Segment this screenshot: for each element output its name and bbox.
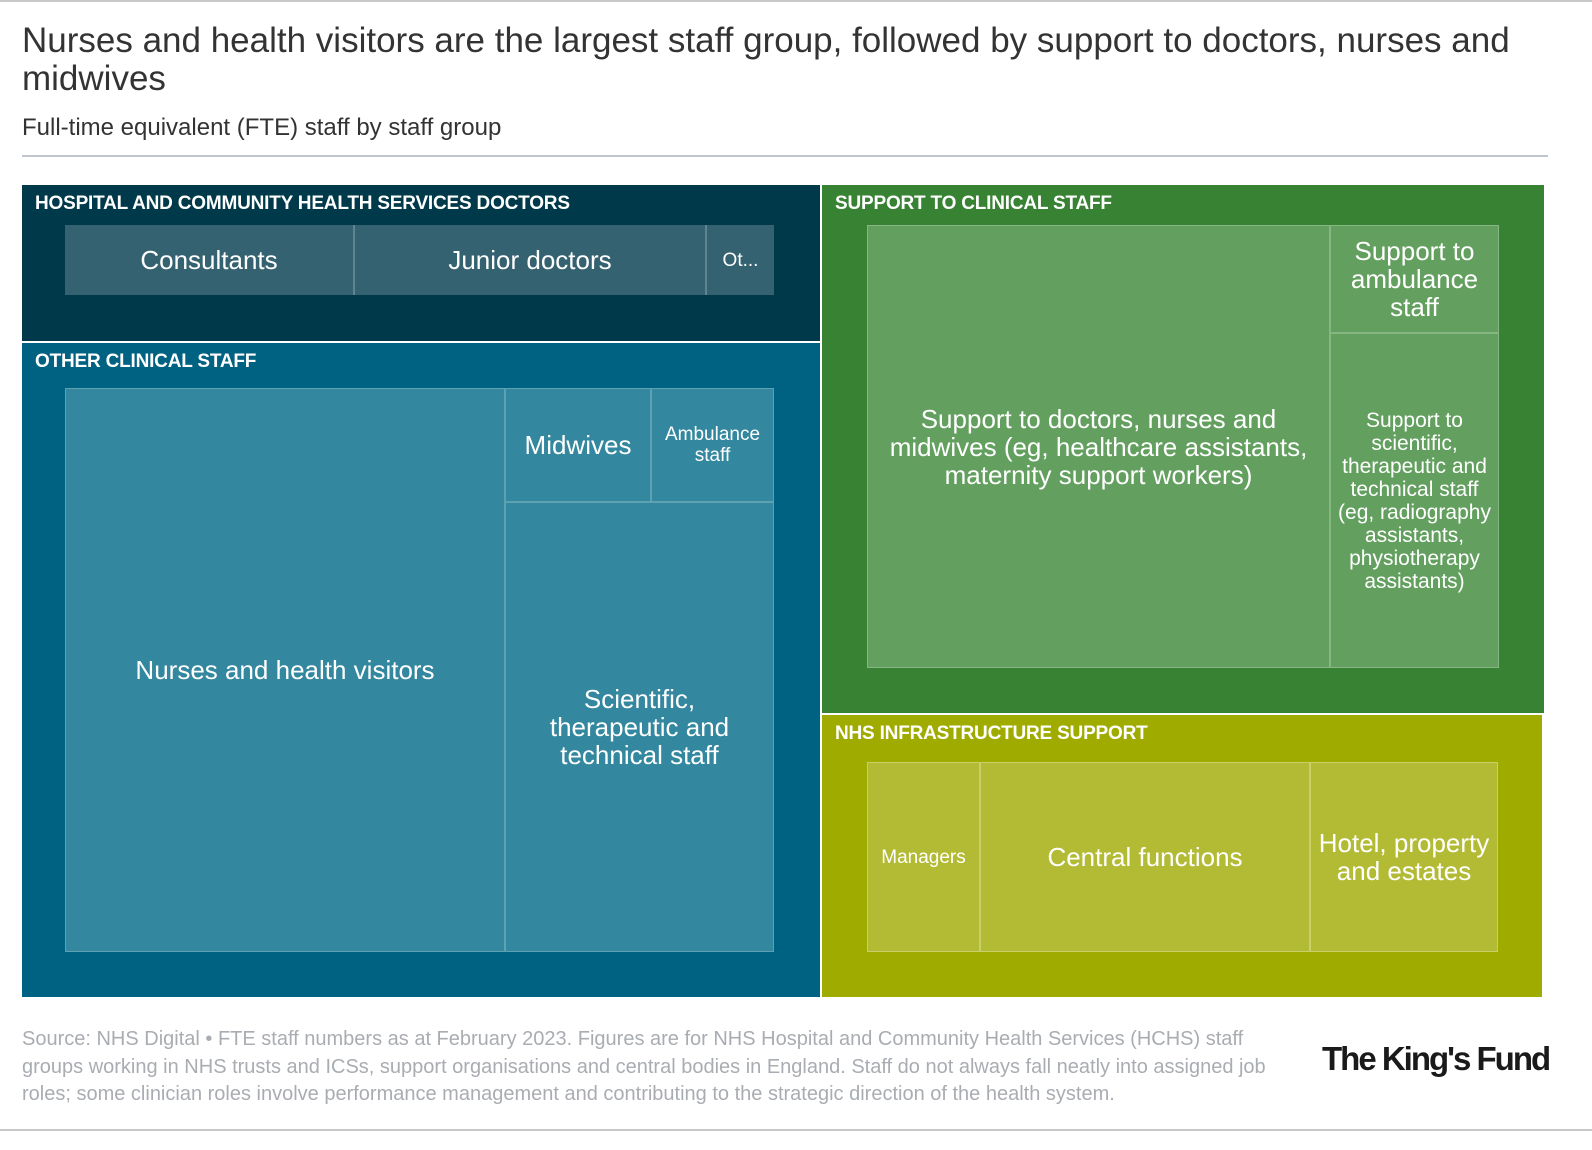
tile-support-doctors-nurses[interactable]: Support to doctors, nurses and midwives … (867, 225, 1330, 668)
tile-midwives[interactable]: Midwives (505, 388, 651, 502)
tile-scientific-staff[interactable]: Scientific, therapeutic and technical st… (505, 502, 774, 952)
group-label: NHS INFRASTRUCTURE SUPPORT (835, 723, 1148, 744)
tile-consultants[interactable]: Consultants (65, 225, 355, 295)
chart-subtitle: Full-time equivalent (FTE) staff by staf… (22, 114, 502, 141)
group-infrastructure: NHS INFRASTRUCTURE SUPPORT Managers Cent… (822, 715, 1542, 997)
group-support-clinical: SUPPORT TO CLINICAL STAFF Support to doc… (822, 185, 1544, 713)
group-label: HOSPITAL AND COMMUNITY HEALTH SERVICES D… (35, 193, 570, 214)
tile-support-scientific[interactable]: Support to scientific, therapeutic and t… (1330, 333, 1499, 668)
bottom-border (0, 1129, 1592, 1131)
tile-managers[interactable]: Managers (867, 762, 980, 952)
group-label: OTHER CLINICAL STAFF (35, 351, 257, 372)
group-label: SUPPORT TO CLINICAL STAFF (835, 193, 1112, 214)
tile-nurses[interactable]: Nurses and health visitors (65, 388, 505, 952)
tile-junior-doctors[interactable]: Junior doctors (355, 225, 707, 295)
divider (22, 155, 1548, 157)
source-note: Source: NHS Digital • FTE staff numbers … (22, 1028, 1266, 1105)
tile-central-functions[interactable]: Central functions (980, 762, 1310, 952)
group-other-clinical: OTHER CLINICAL STAFF Nurses and health v… (22, 343, 820, 997)
tile-other-doctors[interactable]: Ot... (707, 225, 774, 295)
kings-fund-logo: The King's Fund (1322, 1040, 1551, 1077)
tile-support-ambulance[interactable]: Support to ambulance staff (1330, 225, 1499, 333)
tile-hotel-property-estates[interactable]: Hotel, property and estates (1310, 762, 1498, 952)
chart-title: Nurses and health visitors are the large… (22, 21, 1510, 98)
tile-ambulance-staff[interactable]: Ambulance staff (651, 388, 774, 502)
group-hchs-doctors: HOSPITAL AND COMMUNITY HEALTH SERVICES D… (22, 185, 820, 341)
top-border (0, 0, 1592, 2)
